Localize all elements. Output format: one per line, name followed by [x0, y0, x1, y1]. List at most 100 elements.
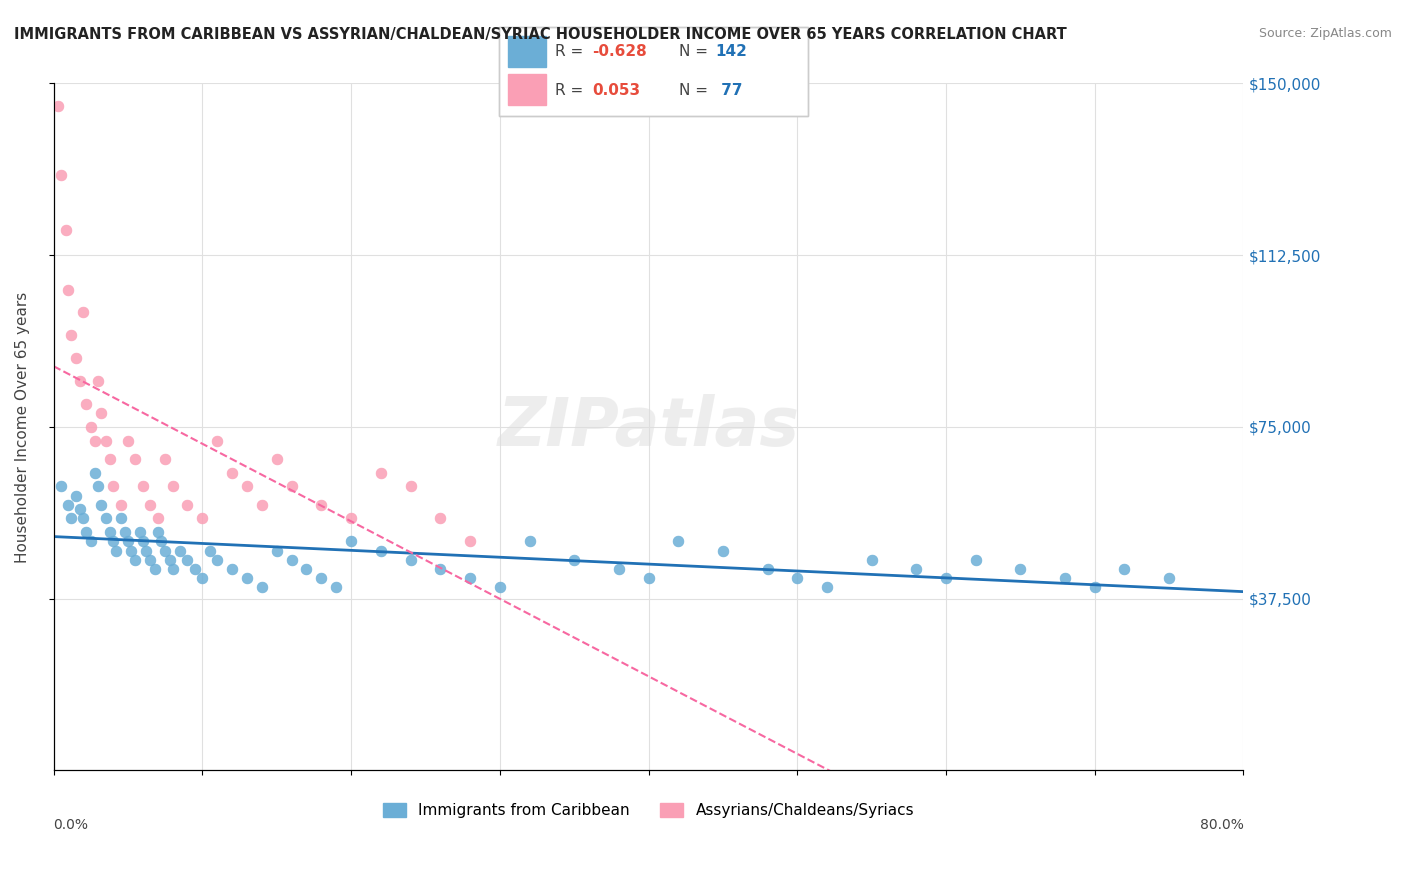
Point	[191, 511, 214, 525]
Point	[87, 479, 110, 493]
Point	[370, 543, 392, 558]
Point	[90, 406, 112, 420]
Point	[60, 328, 83, 343]
Point	[711, 543, 734, 558]
Point	[75, 525, 97, 540]
Point	[1114, 562, 1136, 576]
Point	[340, 534, 363, 549]
Point	[236, 571, 259, 585]
Point	[221, 562, 243, 576]
Point	[399, 552, 422, 566]
Point	[84, 434, 107, 448]
Text: 0.053: 0.053	[592, 84, 640, 98]
Point	[117, 434, 139, 448]
Point	[80, 534, 103, 549]
Point	[935, 571, 957, 585]
Point	[69, 502, 91, 516]
Text: -0.628: -0.628	[592, 45, 647, 59]
Point	[101, 534, 124, 549]
Point	[90, 498, 112, 512]
Point	[562, 552, 585, 566]
Point	[139, 552, 162, 566]
Point	[280, 479, 302, 493]
Point	[191, 571, 214, 585]
Point	[117, 534, 139, 549]
Point	[429, 511, 451, 525]
Point	[786, 571, 808, 585]
Point	[162, 479, 184, 493]
Point	[65, 351, 87, 366]
Point	[49, 168, 72, 182]
Point	[236, 479, 259, 493]
Point	[139, 498, 162, 512]
Point	[458, 571, 481, 585]
Point	[124, 452, 146, 467]
Point	[55, 223, 77, 237]
Point	[72, 305, 94, 319]
Point	[132, 479, 155, 493]
Point	[198, 543, 221, 558]
Point	[1159, 571, 1181, 585]
Point	[607, 562, 630, 576]
Point	[399, 479, 422, 493]
Point	[114, 525, 136, 540]
Point	[860, 552, 883, 566]
Text: 80.0%: 80.0%	[1199, 818, 1243, 832]
Point	[98, 525, 121, 540]
Point	[488, 580, 510, 594]
Point	[311, 498, 333, 512]
Point	[905, 562, 928, 576]
Point	[87, 374, 110, 388]
Point	[80, 420, 103, 434]
Text: N =: N =	[679, 84, 713, 98]
Y-axis label: Householder Income Over 65 years: Householder Income Over 65 years	[15, 292, 30, 563]
Point	[105, 543, 128, 558]
Point	[153, 452, 176, 467]
Point	[637, 571, 659, 585]
Text: N =: N =	[679, 45, 713, 59]
Point	[60, 511, 83, 525]
Point	[1053, 571, 1076, 585]
Point	[325, 580, 347, 594]
Text: R =: R =	[555, 84, 593, 98]
Point	[1010, 562, 1032, 576]
Point	[340, 511, 363, 525]
Point	[143, 562, 166, 576]
FancyBboxPatch shape	[509, 36, 546, 67]
Point	[146, 511, 169, 525]
Point	[169, 543, 191, 558]
FancyBboxPatch shape	[509, 74, 546, 105]
Point	[756, 562, 779, 576]
Point	[153, 543, 176, 558]
Text: Source: ZipAtlas.com: Source: ZipAtlas.com	[1258, 27, 1392, 40]
Point	[370, 466, 392, 480]
Point	[49, 479, 72, 493]
Point	[94, 434, 117, 448]
Text: ZIPatlas: ZIPatlas	[498, 394, 800, 460]
Point	[75, 397, 97, 411]
Text: 0.0%: 0.0%	[53, 818, 89, 832]
Point	[94, 511, 117, 525]
Point	[176, 498, 198, 512]
Point	[98, 452, 121, 467]
Point	[250, 498, 273, 512]
Point	[965, 552, 987, 566]
Text: IMMIGRANTS FROM CARIBBEAN VS ASSYRIAN/CHALDEAN/SYRIAC HOUSEHOLDER INCOME OVER 65: IMMIGRANTS FROM CARIBBEAN VS ASSYRIAN/CH…	[14, 27, 1067, 42]
Point	[1084, 580, 1107, 594]
Point	[205, 552, 228, 566]
Point	[311, 571, 333, 585]
Point	[128, 525, 150, 540]
Point	[132, 534, 155, 549]
Point	[58, 498, 80, 512]
Point	[221, 466, 243, 480]
Point	[205, 434, 228, 448]
Point	[124, 552, 146, 566]
Text: R =: R =	[555, 45, 588, 59]
Point	[110, 498, 132, 512]
Legend: Immigrants from Caribbean, Assyrians/Chaldeans/Syriacs: Immigrants from Caribbean, Assyrians/Cha…	[377, 797, 920, 824]
Point	[135, 543, 157, 558]
Point	[250, 580, 273, 594]
Point	[666, 534, 689, 549]
Point	[120, 543, 142, 558]
Point	[65, 489, 87, 503]
